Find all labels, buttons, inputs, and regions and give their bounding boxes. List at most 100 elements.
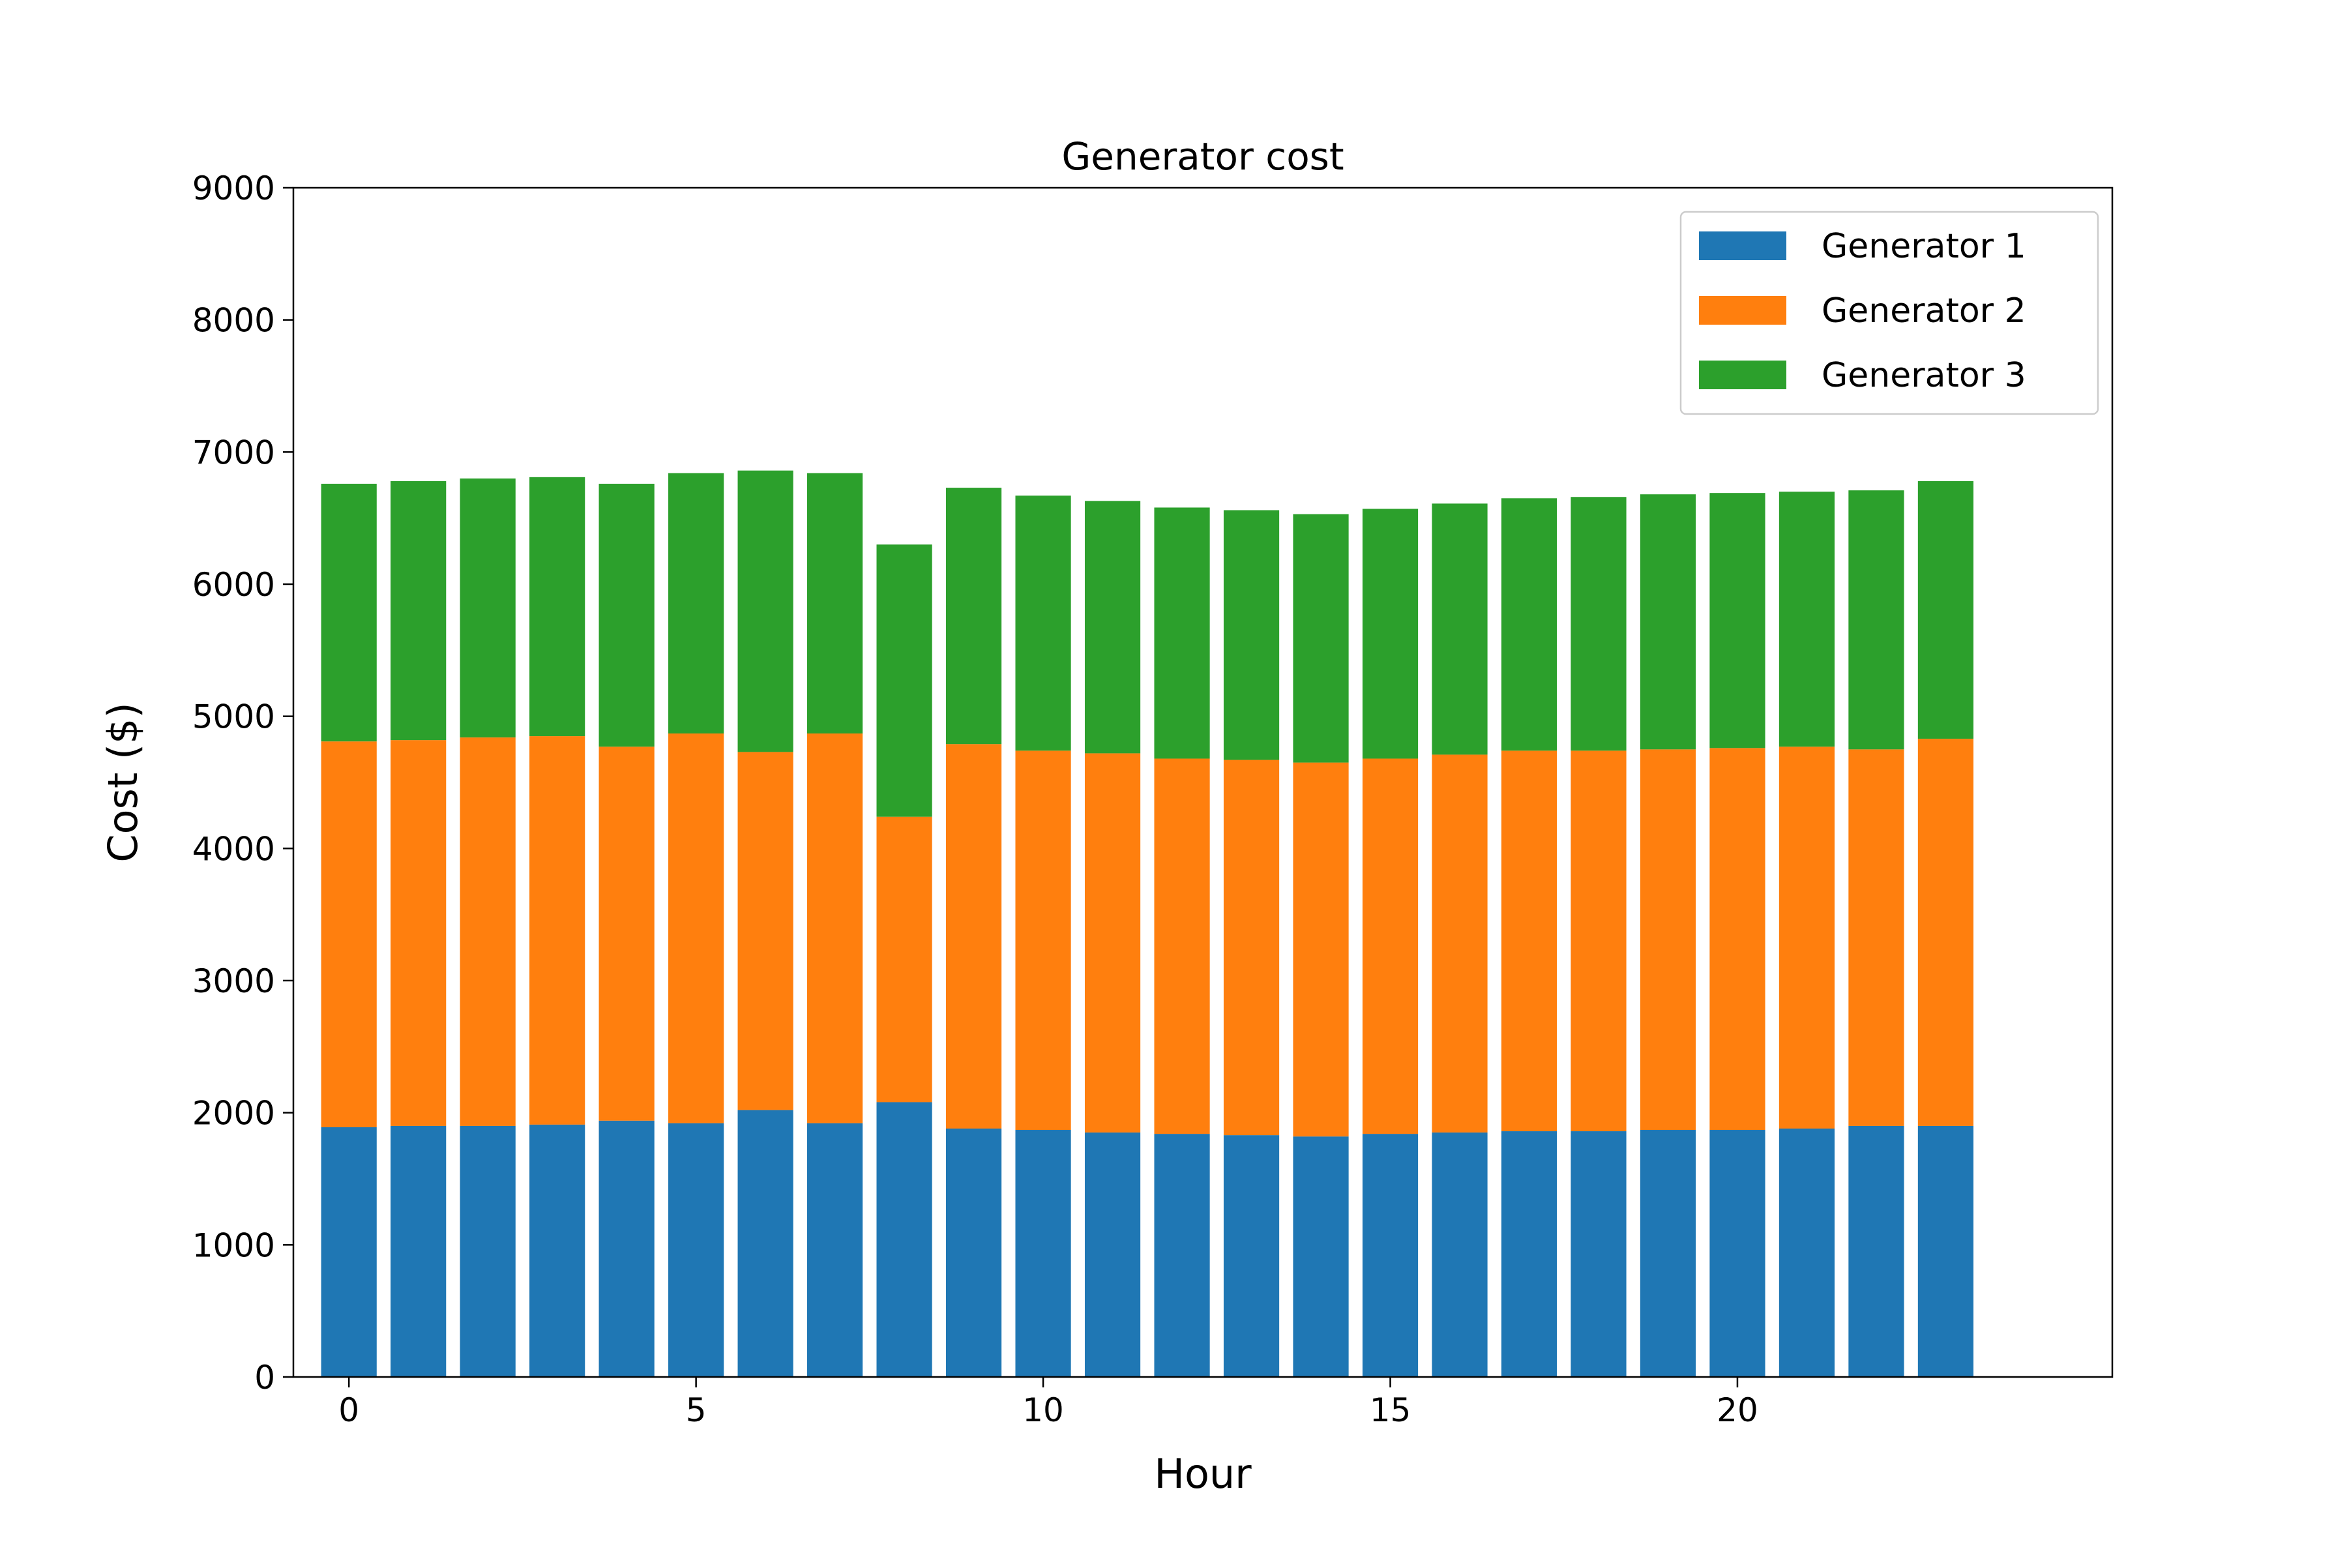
bar-series-2-hour-22: [1848, 749, 1904, 1126]
bar-series-3-hour-17: [1501, 498, 1557, 751]
legend-label-2: Generator 2: [1822, 291, 2026, 331]
y-tick-label: 4000: [192, 830, 275, 868]
bar-series-2-hour-12: [1154, 758, 1210, 1134]
bar-series-1-hour-18: [1571, 1131, 1627, 1377]
bar-series-2-hour-11: [1084, 753, 1141, 1133]
bar-series-3-hour-1: [391, 481, 447, 741]
bar-series-1-hour-12: [1154, 1134, 1210, 1377]
x-tick-label: 20: [1717, 1391, 1758, 1429]
bar-series-3-hour-2: [460, 478, 516, 738]
bar-series-3-hour-22: [1848, 490, 1904, 750]
bar-series-1-hour-5: [668, 1123, 724, 1377]
bar-series-3-hour-3: [529, 477, 585, 737]
bar-series-1-hour-21: [1779, 1128, 1835, 1377]
bar-series-2-hour-2: [460, 737, 516, 1126]
bar-series-1-hour-2: [460, 1125, 516, 1377]
bar-series-1-hour-16: [1432, 1132, 1488, 1377]
y-tick-label: 6000: [192, 566, 275, 604]
y-tick-label: 8000: [192, 302, 275, 340]
y-tick-label: 7000: [192, 434, 275, 471]
bar-series-1-hour-15: [1362, 1134, 1419, 1377]
bar-series-3-hour-13: [1223, 510, 1280, 760]
bar-series-3-hour-15: [1362, 509, 1419, 759]
y-tick-label: 1000: [192, 1226, 275, 1264]
bar-series-3-hour-5: [668, 473, 724, 734]
bar-series-3-hour-19: [1640, 494, 1696, 750]
bar-series-2-hour-3: [529, 736, 585, 1125]
legend-swatch-3: [1699, 361, 1786, 389]
legend-swatch-1: [1699, 231, 1786, 260]
bar-series-1-hour-10: [1015, 1130, 1071, 1377]
y-tick-label: 3000: [192, 962, 275, 1000]
bar-series-2-hour-1: [391, 740, 447, 1126]
bar-series-1-hour-14: [1293, 1136, 1349, 1377]
bar-series-3-hour-9: [945, 488, 1002, 745]
chart-title: Generator cost: [1061, 134, 1344, 179]
y-tick-label: 2000: [192, 1095, 275, 1132]
y-tick-label: 9000: [192, 170, 275, 207]
bar-series-2-hour-21: [1779, 747, 1835, 1129]
x-tick-label: 5: [686, 1391, 707, 1429]
bar-series-3-hour-14: [1293, 514, 1349, 763]
bar-series-1-hour-19: [1640, 1130, 1696, 1377]
legend-label-1: Generator 1: [1822, 227, 2026, 266]
bar-series-1-hour-7: [807, 1123, 863, 1377]
bar-series-3-hour-8: [876, 544, 932, 817]
legend: Generator 1 Generator 2 Generator 3: [1679, 211, 2099, 415]
bar-series-3-hour-0: [321, 483, 377, 742]
bar-series-3-hour-18: [1571, 497, 1627, 751]
bar-series-1-hour-22: [1848, 1125, 1904, 1377]
bar-series-2-hour-6: [737, 752, 793, 1110]
bar-series-2-hour-8: [876, 816, 932, 1102]
bar-series-3-hour-21: [1779, 492, 1835, 747]
bar-series-2-hour-14: [1293, 762, 1349, 1137]
x-tick-label: 15: [1370, 1391, 1411, 1429]
bar-series-1-hour-23: [1917, 1125, 1974, 1377]
bar-series-3-hour-4: [598, 483, 655, 747]
bar-series-1-hour-11: [1084, 1132, 1141, 1377]
legend-entries: Generator 1 Generator 2 Generator 3: [1699, 227, 2026, 395]
y-tick-label: 0: [254, 1359, 275, 1397]
bar-series-2-hour-0: [321, 741, 377, 1127]
bar-series-2-hour-18: [1571, 750, 1627, 1132]
bar-series-1-hour-3: [529, 1124, 585, 1377]
bar-series-2-hour-7: [807, 733, 863, 1123]
axes-frame: [292, 186, 2114, 1378]
bar-series-1-hour-20: [1709, 1130, 1765, 1377]
bar-series-1-hour-4: [598, 1120, 655, 1377]
bar-series-2-hour-10: [1015, 750, 1071, 1131]
bar-series-3-hour-16: [1432, 503, 1488, 755]
legend-swatch-2: [1699, 296, 1786, 325]
bar-series-2-hour-16: [1432, 754, 1488, 1133]
x-tick-label: 0: [338, 1391, 359, 1429]
ticks-layer: 0 5 10 15 20 0 1000 2000 3000 4000 5000 6000 7000 800…: [192, 170, 1758, 1429]
bar-series-2-hour-9: [945, 744, 1002, 1129]
bar-series-2-hour-15: [1362, 758, 1419, 1134]
bar-series-3-hour-7: [807, 473, 863, 734]
bar-series-1-hour-9: [945, 1128, 1002, 1377]
bar-series-2-hour-23: [1917, 739, 1974, 1126]
bar-series-3-hour-12: [1154, 507, 1210, 759]
bar-series-3-hour-20: [1709, 493, 1765, 748]
x-axis-label: Hour: [1154, 1450, 1252, 1498]
bar-series-1-hour-0: [321, 1127, 377, 1377]
bar-series-2-hour-13: [1223, 760, 1280, 1136]
y-tick-label: 5000: [192, 698, 275, 736]
bar-series-2-hour-17: [1501, 750, 1557, 1132]
bar-series-3-hour-6: [737, 470, 793, 752]
bar-series-1-hour-13: [1223, 1135, 1280, 1377]
bar-series-3-hour-10: [1015, 496, 1071, 751]
legend-label-3: Generator 3: [1822, 356, 2026, 395]
bar-series-2-hour-5: [668, 733, 724, 1123]
bar-series-3-hour-23: [1917, 481, 1974, 739]
bars-layer: [321, 470, 1974, 1377]
y-axis-label: Cost ($): [99, 702, 147, 862]
bar-series-1-hour-8: [876, 1102, 932, 1377]
bar-series-2-hour-19: [1640, 749, 1696, 1131]
x-tick-label: 10: [1022, 1391, 1064, 1429]
bar-series-3-hour-11: [1084, 501, 1141, 754]
bar-series-2-hour-20: [1709, 748, 1765, 1131]
bar-series-1-hour-1: [391, 1125, 447, 1377]
